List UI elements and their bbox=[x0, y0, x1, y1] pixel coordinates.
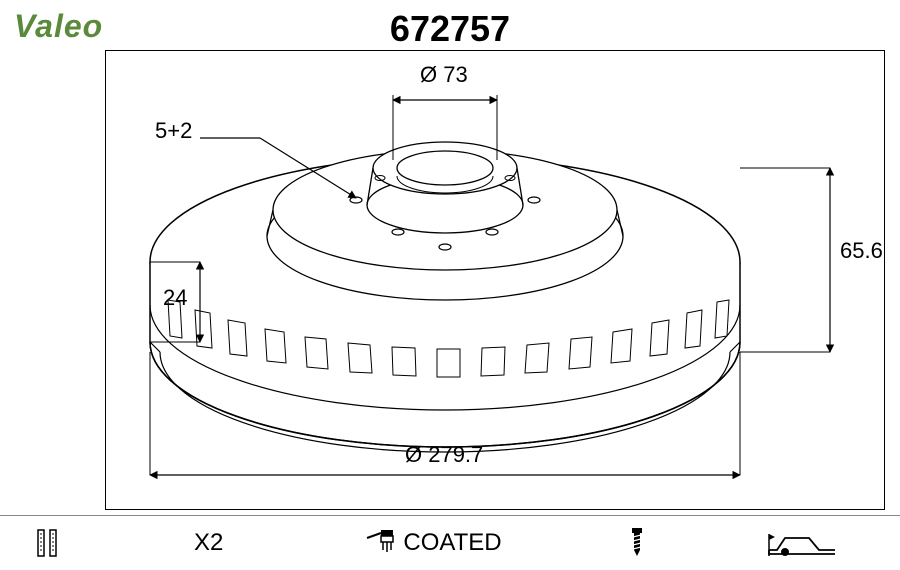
dim-outer-diameter: Ø 279.7 bbox=[405, 442, 483, 468]
brush-icon bbox=[363, 528, 397, 558]
screw-icon bbox=[622, 526, 652, 560]
coating-label: COATED bbox=[363, 528, 501, 558]
dim-holes: 5+2 bbox=[155, 118, 192, 144]
disc-type-icon bbox=[30, 526, 64, 560]
quantity-label: X2 bbox=[194, 529, 223, 557]
dim-thickness: 24 bbox=[163, 285, 187, 311]
dim-hub-diameter: Ø 73 bbox=[420, 62, 468, 88]
dim-height: 65.6 bbox=[840, 238, 883, 264]
footer-bar: X2 COATED bbox=[0, 515, 900, 570]
car-front-icon bbox=[767, 528, 837, 558]
coating-text: COATED bbox=[403, 529, 501, 557]
